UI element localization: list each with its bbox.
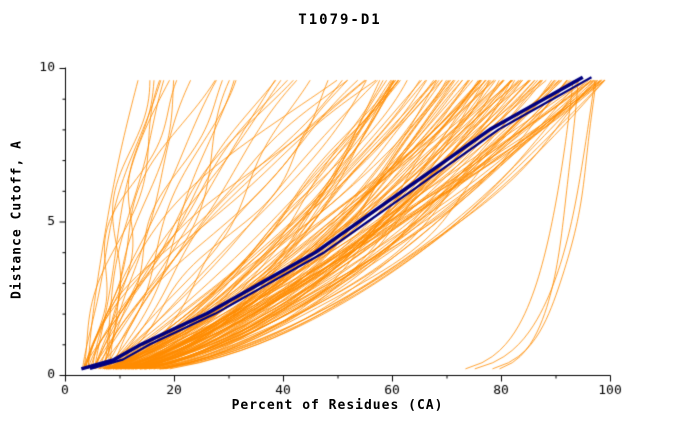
y-axis-label: Distance Cutoff, A bbox=[9, 140, 25, 299]
chart-title: T1079-D1 bbox=[298, 12, 382, 28]
x-axis-label: Percent of Residues (CA) bbox=[231, 398, 444, 413]
